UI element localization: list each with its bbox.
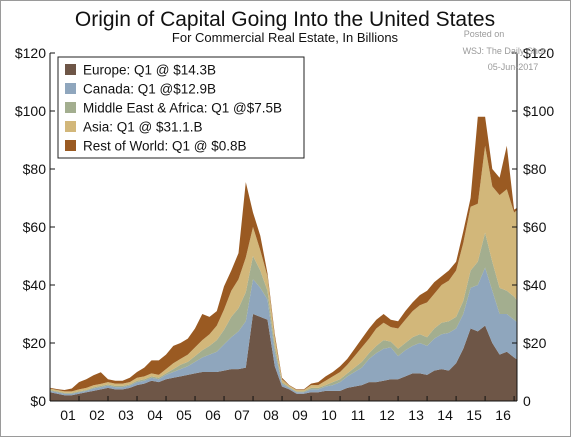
legend: Europe: Q1 @ $14.3B Canada: Q1 @$12.9B Mid… <box>57 56 305 159</box>
x-tick-label: 05 <box>176 407 192 423</box>
legend-swatch <box>65 64 76 75</box>
y-tick-label-right: $40 <box>523 277 547 293</box>
legend-swatch <box>65 121 76 132</box>
x-tick-label: 07 <box>234 407 250 423</box>
area-series-3 <box>50 145 517 393</box>
x-tick-label: 13 <box>408 407 424 423</box>
y-tick-label-right: $100 <box>523 103 554 119</box>
area-layers <box>50 116 517 401</box>
y-tick-label-left: $40 <box>23 277 47 293</box>
x-tick-label: 08 <box>263 407 279 423</box>
y-tick-label-right: $120 <box>523 45 554 61</box>
x-tick-label: 04 <box>147 407 163 423</box>
y-tick-label-left: $80 <box>23 161 47 177</box>
x-tick-label: 06 <box>205 407 221 423</box>
y-tick-label-left: $20 <box>23 335 47 351</box>
y-tick-label-right: $80 <box>523 161 547 177</box>
x-tick-label: 11 <box>351 407 366 423</box>
legend-box <box>57 56 305 159</box>
x-axis-ticks: 01 02 03 04 05 06 07 08 09 10 11 12 13 14 15 16 <box>49 396 515 423</box>
x-tick-label: 12 <box>379 407 395 423</box>
y-tick-label-right: $60 <box>523 219 547 235</box>
y-tick-label-left: $120 <box>15 45 46 61</box>
area-series-4 <box>50 116 517 392</box>
y-tick-label-left: $60 <box>23 219 47 235</box>
x-tick-label: 16 <box>495 407 511 423</box>
x-tick-label: 15 <box>466 407 482 423</box>
legend-swatch <box>65 83 76 94</box>
watermark-line-1: Posted on <box>464 29 505 39</box>
legend-label: Middle East & Africa: Q1 @$7.5B <box>83 101 282 116</box>
x-tick-label: 01 <box>60 407 76 423</box>
y-tick-label-right: 0 <box>523 393 531 409</box>
legend-label: Europe: Q1 @ $14.3B <box>83 63 216 78</box>
y-tick-label-right: $20 <box>523 335 547 351</box>
y-tick-label-left: $0 <box>30 393 46 409</box>
x-tick-label: 14 <box>437 407 453 423</box>
x-tick-label: 02 <box>89 407 105 423</box>
area-series-2 <box>50 232 517 394</box>
area-series-0 <box>50 314 517 401</box>
y-axis-left-ticks: $0 $20 $40 $60 $80 $100 $120 <box>15 45 55 409</box>
chart-subtitle: For Commercial Real Estate, In Billions <box>172 30 399 45</box>
legend-label: Rest of World: Q1 @ $0.8B <box>83 139 247 154</box>
y-axis-right-ticks: 0 $20 $40 $60 $80 $100 $120 <box>512 45 554 409</box>
y-tick-label-left: $100 <box>15 103 46 119</box>
watermark: Posted on WSJ: The Daily Shot 05-Jun-201… <box>463 29 546 72</box>
x-tick-label: 03 <box>118 407 134 423</box>
chart-title: Origin of Capital Going Into the United … <box>75 8 495 31</box>
x-tick-label: 09 <box>292 407 308 423</box>
legend-label: Asia: Q1 @ $31.1.B <box>83 120 203 135</box>
legend-label: Canada: Q1 @$12.9B <box>83 82 216 97</box>
legend-swatch <box>65 102 76 113</box>
x-tick-label: 10 <box>321 407 337 423</box>
legend-swatch <box>65 140 76 151</box>
watermark-line-3: 05-Jun-2017 <box>488 62 539 72</box>
area-series-1 <box>50 267 517 396</box>
watermark-line-2: WSJ: The Daily Shot <box>463 46 546 56</box>
